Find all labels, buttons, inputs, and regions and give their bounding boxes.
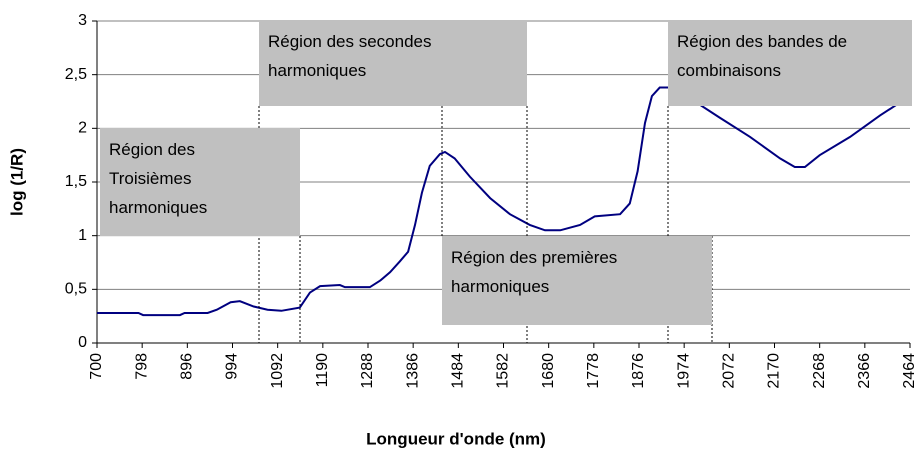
y-tick-label: 2,5	[65, 66, 87, 83]
annotation-text: harmoniques	[451, 277, 549, 296]
line	[97, 86, 911, 317]
x-tick-label: 2464	[901, 353, 914, 389]
x-tick-label: 1190	[314, 353, 331, 388]
annotation-text: harmoniques	[109, 198, 207, 217]
annotation-text: Troisièmes	[109, 169, 192, 188]
x-tick-label: 1288	[359, 353, 376, 389]
annotation-text: harmoniques	[268, 61, 366, 80]
annotation-text: Région des premières	[451, 248, 617, 267]
x-tick-label: 1778	[585, 353, 602, 389]
x-tick-label: 2170	[766, 353, 783, 389]
annotation: Région des secondes harmoniques	[259, 20, 527, 106]
x-axis-title: Longueur d'onde (nm)	[366, 429, 546, 448]
x-tick-label: 1876	[630, 353, 647, 389]
y-tick-label: 1	[78, 227, 87, 244]
x-tick-label: 2268	[811, 353, 828, 389]
annotation: Région des bandes de combinaisons	[668, 20, 912, 106]
annotation-box	[442, 236, 712, 325]
y-axis-title: log (1/R)	[7, 148, 26, 216]
annotation-text: Région des bandes de	[677, 32, 847, 51]
y-tick-label: 1,5	[65, 173, 87, 190]
annotation: Région des premières harmoniques	[442, 236, 712, 325]
annotation-box	[259, 20, 527, 106]
annotation-text: combinaisons	[677, 61, 781, 80]
x-tick-label: 700	[88, 353, 105, 380]
y-tick-label: 0,5	[65, 281, 87, 298]
annotation-text: Région des secondes	[268, 32, 432, 51]
annotation-box	[100, 128, 300, 236]
x-tick-label: 1974	[675, 353, 692, 389]
x-tick-label: 1582	[495, 353, 512, 389]
y-tick-label: 0	[78, 334, 87, 351]
y-tick-label: 2	[78, 120, 87, 137]
x-tick-label: 896	[179, 353, 196, 380]
x-tick-label: 994	[224, 353, 241, 380]
annotation: Région des Troisièmes harmoniques	[100, 128, 300, 236]
x-tick-label: 1386	[404, 353, 421, 389]
x-tick-label: 2366	[856, 353, 873, 389]
y-tick-label: 3	[78, 12, 87, 29]
annotation-box	[668, 20, 912, 106]
x-tick-label: 798	[133, 353, 150, 380]
x-tick-label: 2072	[721, 353, 738, 389]
x-tick-label: 1680	[540, 353, 557, 389]
x-tick-label: 1092	[269, 353, 286, 389]
x-tick-label: 1484	[450, 353, 467, 389]
annotation-text: Région des	[109, 140, 195, 159]
